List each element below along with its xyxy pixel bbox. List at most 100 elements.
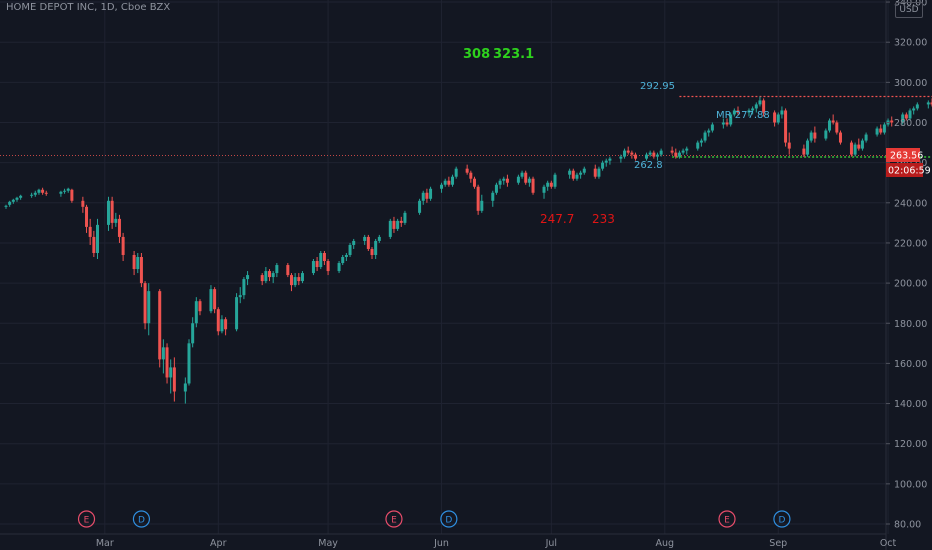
candle-body [619,156,623,159]
last-price: 263.56 [890,151,923,162]
candle [4,204,8,209]
candle-body [147,291,151,324]
candle-body [524,172,528,183]
candle [440,182,444,193]
candle-body [220,319,224,332]
candle [41,187,45,195]
candle-body [630,152,634,155]
candle-body [579,172,583,175]
candle-body [451,176,455,185]
candle-body [161,347,165,360]
candle [370,246,374,260]
candle [542,184,546,199]
candle-body [721,122,725,125]
event-circle [132,510,151,528]
candle-body [418,200,422,213]
candle-body [139,257,143,284]
mr-label: MR 277.88 [716,110,770,121]
event-label: E [724,516,730,526]
candle-body [377,236,381,241]
time-axis[interactable]: MarAprMayJunJulAugSepOctNov [96,538,932,549]
candle [890,116,894,127]
candle [494,182,498,195]
candle-body [553,174,557,187]
candle [762,98,766,117]
candle-body [626,150,630,153]
candle-body [813,132,817,139]
price-axis[interactable]: 80.00 100.00 120.00 140.00 160.00 180.00 200.0… [886,0,927,531]
candle [326,259,330,276]
candle-body [806,140,810,155]
candle [527,176,531,187]
candle [472,176,476,189]
candle [147,283,151,336]
candle [403,210,407,225]
earnings-marker[interactable]: E [718,510,736,528]
candle-body [447,180,451,185]
candle [447,176,451,187]
candle-body [300,273,304,282]
earnings-marker[interactable]: E [77,510,96,528]
candle-body [370,248,374,255]
candle-body [106,200,110,225]
candle [96,218,99,260]
candle-body [85,206,89,227]
target-up-2: 323.1 [493,47,534,62]
candle [366,234,370,251]
candle [707,128,711,137]
candle [213,287,217,314]
candle-body [70,189,74,201]
candle-body [575,174,579,179]
candle-body [912,108,916,111]
candle [198,299,202,316]
candle-body [187,343,191,384]
x-tick-label: May [318,538,338,549]
candle-body [33,192,37,195]
candle-body [425,192,429,199]
dividend-marker[interactable]: D [773,510,791,528]
dividend-marker[interactable]: D [440,510,458,528]
candle-body [502,178,506,181]
candle [110,196,114,229]
earnings-marker[interactable]: E [385,510,403,528]
candle-body [315,261,319,268]
candle-body [344,254,348,258]
candle-body [246,275,250,280]
candle-body [289,275,293,286]
candle-body [480,200,484,211]
candle-body [11,199,15,202]
y-tick-label: 220.00 [894,238,927,249]
countdown-tag: 02:06:59 [886,163,931,177]
candle-body [604,160,608,163]
candle [363,234,367,245]
candle [531,176,535,195]
candle [758,96,762,107]
candle [388,218,392,239]
candle-body [213,289,217,310]
candle-body [699,140,703,143]
event-circle [385,510,403,528]
candle-body [498,180,502,185]
candle-body [571,170,575,179]
candle [271,271,275,284]
candle-body [143,283,147,324]
candle [568,168,572,179]
candle-body [890,120,894,123]
candle-body [527,178,531,183]
candle [132,250,136,276]
currency-badge[interactable]: USD [895,2,923,18]
event-label: D [138,516,145,526]
candle [238,287,242,304]
candle [209,285,213,314]
candle-body [286,265,290,276]
event-label: D [445,516,452,526]
candle-body [59,191,63,194]
candle-body [421,192,425,201]
chart-title: HOME DEPOT INC, 1D, Cboe BZX [6,2,171,13]
candle-body [293,277,297,286]
candle [582,166,586,175]
candle-body [904,114,908,119]
dividend-marker[interactable]: D [132,510,151,528]
candle [677,150,681,159]
